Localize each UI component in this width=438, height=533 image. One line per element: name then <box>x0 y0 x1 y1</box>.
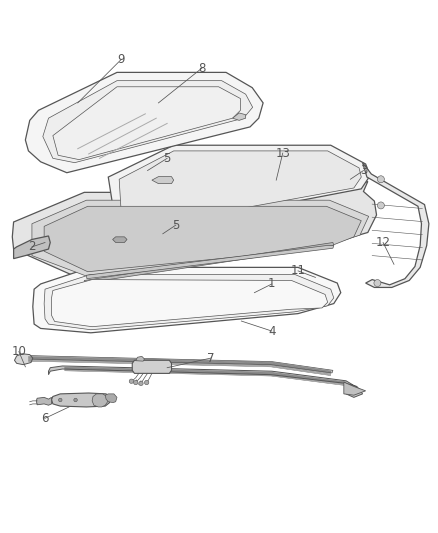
Polygon shape <box>51 393 110 407</box>
Polygon shape <box>132 360 171 374</box>
Text: 6: 6 <box>41 412 49 425</box>
Polygon shape <box>362 163 428 287</box>
Polygon shape <box>92 394 108 407</box>
Circle shape <box>58 398 62 402</box>
Polygon shape <box>152 176 173 183</box>
Polygon shape <box>51 280 327 327</box>
Polygon shape <box>84 243 333 283</box>
Circle shape <box>377 176 384 183</box>
Polygon shape <box>105 394 117 402</box>
Polygon shape <box>53 87 240 159</box>
Polygon shape <box>14 354 33 365</box>
Text: 10: 10 <box>11 345 26 358</box>
Polygon shape <box>48 366 362 398</box>
Polygon shape <box>44 206 360 272</box>
Polygon shape <box>33 268 340 333</box>
Polygon shape <box>86 246 333 279</box>
Polygon shape <box>43 80 252 163</box>
Circle shape <box>373 280 380 287</box>
Polygon shape <box>25 72 262 173</box>
Circle shape <box>133 381 138 385</box>
Text: 13: 13 <box>275 147 290 159</box>
Text: 5: 5 <box>172 219 179 231</box>
Text: 11: 11 <box>290 264 305 277</box>
Circle shape <box>138 381 143 385</box>
Polygon shape <box>32 200 368 276</box>
Polygon shape <box>113 237 127 243</box>
Circle shape <box>377 202 384 209</box>
Polygon shape <box>119 151 360 221</box>
Polygon shape <box>343 382 365 395</box>
Text: 3: 3 <box>359 164 366 177</box>
Polygon shape <box>12 181 376 280</box>
Circle shape <box>144 381 148 385</box>
Text: 9: 9 <box>117 53 125 66</box>
Text: 5: 5 <box>163 152 170 165</box>
Polygon shape <box>23 356 332 373</box>
Text: 2: 2 <box>28 240 35 253</box>
Polygon shape <box>232 113 245 120</box>
Polygon shape <box>36 398 51 405</box>
Text: 7: 7 <box>207 352 214 365</box>
Text: 4: 4 <box>268 325 275 337</box>
Polygon shape <box>135 357 144 361</box>
Polygon shape <box>108 145 369 225</box>
Polygon shape <box>14 236 50 259</box>
Text: 1: 1 <box>268 278 275 290</box>
Circle shape <box>74 398 77 402</box>
Circle shape <box>129 379 133 383</box>
Text: 12: 12 <box>375 236 390 249</box>
Text: 8: 8 <box>198 61 205 75</box>
Polygon shape <box>44 274 333 330</box>
